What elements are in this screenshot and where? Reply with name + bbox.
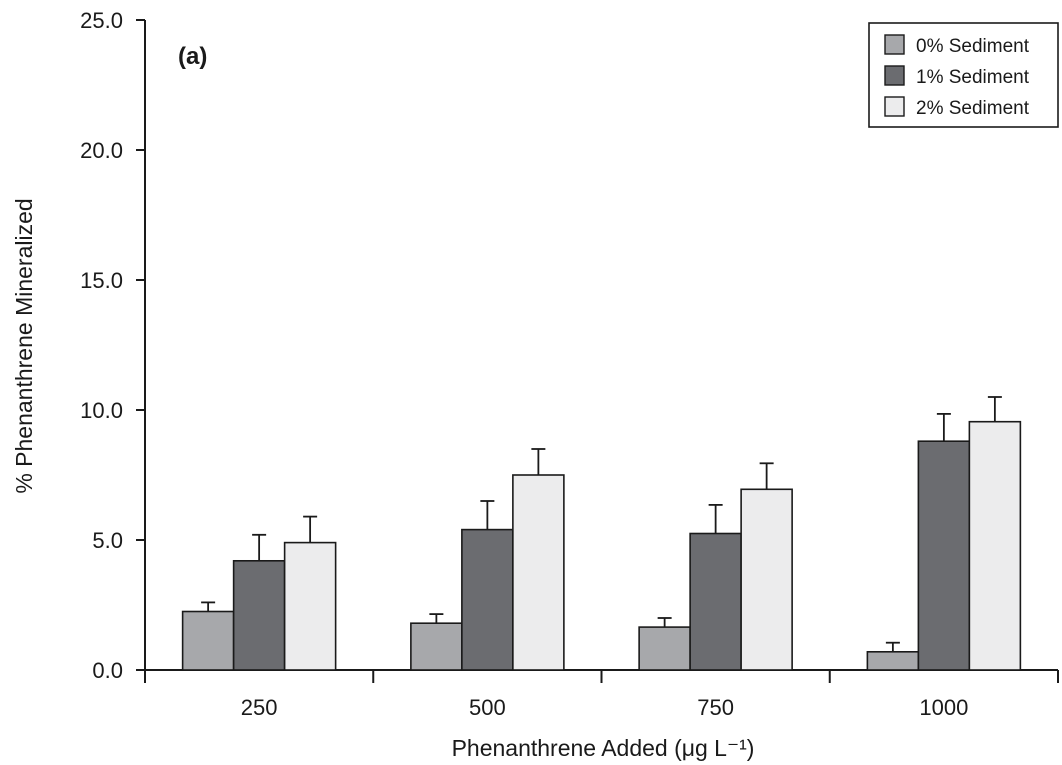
x-tick-label: 1000 bbox=[919, 695, 968, 720]
y-axis-title: % Phenanthrene Mineralized bbox=[11, 198, 37, 493]
y-tick-label: 0.0 bbox=[92, 658, 123, 683]
error-bars bbox=[201, 396, 1002, 652]
bar bbox=[232, 559, 286, 671]
legend-swatch bbox=[884, 65, 905, 86]
bar bbox=[410, 622, 463, 671]
bar bbox=[740, 488, 793, 671]
bars bbox=[181, 420, 1022, 671]
x-tick-label: 250 bbox=[241, 695, 278, 720]
y-tick-label: 10.0 bbox=[80, 398, 123, 423]
bar bbox=[512, 474, 565, 671]
bar bbox=[181, 610, 235, 671]
bar bbox=[638, 626, 691, 671]
bar bbox=[968, 420, 1022, 671]
panel-label: (a) bbox=[178, 43, 207, 70]
bar bbox=[689, 532, 742, 671]
x-tick-label: 500 bbox=[469, 695, 506, 720]
y-tick-label: 5.0 bbox=[92, 528, 123, 553]
y-tick-label: 15.0 bbox=[80, 268, 123, 293]
x-axis-title: Phenanthrene Added (μg L⁻¹) bbox=[452, 735, 755, 761]
legend: 0% Sediment 1% Sediment 2% Sediment bbox=[868, 22, 1059, 128]
x-tick-label: 750 bbox=[697, 695, 734, 720]
bar bbox=[461, 528, 514, 671]
legend-swatch bbox=[884, 96, 905, 117]
bar bbox=[866, 650, 920, 671]
legend-swatch bbox=[884, 34, 905, 55]
bar bbox=[283, 541, 337, 671]
y-tick-label: 25.0 bbox=[80, 8, 123, 33]
y-tick-label: 20.0 bbox=[80, 138, 123, 163]
legend-label: 2% Sediment bbox=[916, 98, 1030, 119]
legend-label: 1% Sediment bbox=[916, 67, 1030, 88]
axes: 0.0 5.0 10.0 15.0 20.0 25.0 250 500 750 1000 bbox=[80, 8, 1059, 720]
bar bbox=[917, 440, 971, 671]
legend-label: 0% Sediment bbox=[916, 36, 1030, 57]
